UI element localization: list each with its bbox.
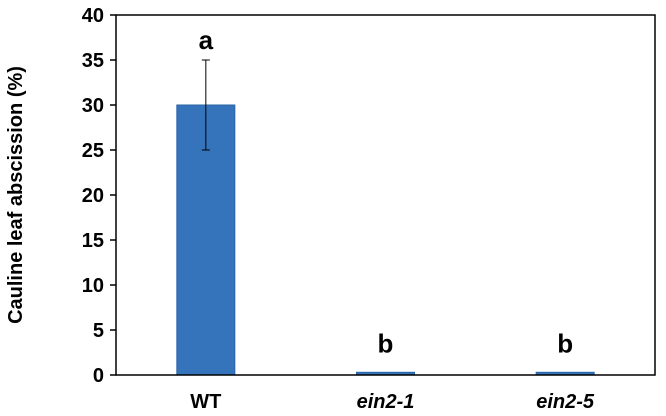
- y-tick-label: 30: [82, 95, 104, 117]
- x-category-label: ein2-1: [357, 391, 415, 413]
- y-tick-label: 5: [93, 320, 104, 342]
- x-category-label: WT: [190, 391, 221, 413]
- y-tick-label: 20: [82, 185, 104, 207]
- y-tick-label: 35: [82, 50, 104, 72]
- y-axis-label: Cauline leaf abscission (%): [5, 66, 27, 324]
- significance-label: b: [557, 328, 573, 358]
- significance-label: a: [199, 25, 214, 55]
- x-category-label: ein2-5: [536, 391, 595, 413]
- y-tick-label: 40: [82, 5, 104, 27]
- plot-frame: [115, 14, 656, 376]
- y-tick-label: 0: [93, 365, 104, 387]
- y-tick-label: 25: [82, 140, 104, 162]
- significance-label: b: [378, 328, 394, 358]
- y-tick-label: 10: [82, 275, 104, 297]
- y-tick-label: 15: [82, 230, 104, 252]
